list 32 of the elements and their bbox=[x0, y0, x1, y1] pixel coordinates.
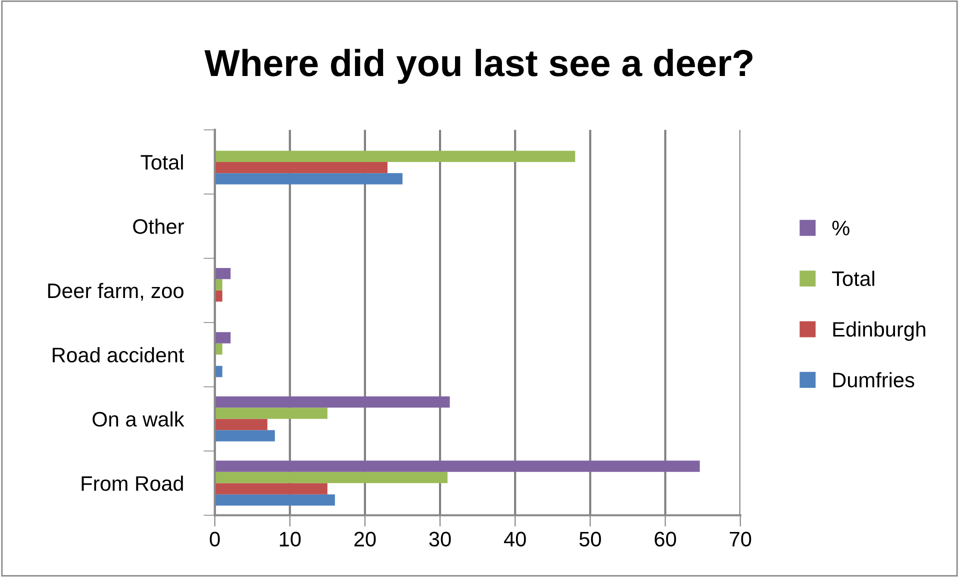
y-tick-label: From Road bbox=[82, 476, 183, 491]
y-tick-label: Total bbox=[140, 154, 183, 170]
x-tick-label: 0 bbox=[210, 532, 220, 547]
y-tick-label: Deer farm, zoo bbox=[48, 282, 184, 301]
x-tick-label: 20 bbox=[354, 532, 376, 547]
bar bbox=[214, 418, 268, 430]
legend-label: % bbox=[832, 220, 850, 236]
bar bbox=[214, 494, 335, 506]
bar bbox=[214, 173, 403, 184]
y-tick-label: On a walk bbox=[92, 411, 184, 427]
x-tick-label: 70 bbox=[730, 532, 752, 547]
bar bbox=[214, 472, 448, 484]
bar bbox=[214, 483, 328, 494]
x-tick-label: 60 bbox=[654, 532, 676, 547]
bar bbox=[214, 268, 231, 280]
bar bbox=[214, 150, 576, 162]
y-tick-label: Road accident bbox=[52, 347, 184, 362]
legend-label: Dumfries bbox=[833, 372, 914, 388]
x-tick-label: 50 bbox=[579, 532, 601, 547]
legend-label: Total bbox=[832, 270, 874, 286]
chart-title: Where did you last see a deer? bbox=[204, 48, 752, 84]
bar bbox=[214, 396, 450, 408]
x-tick-label: 40 bbox=[504, 532, 526, 547]
y-tick-label: Other bbox=[133, 218, 184, 234]
legend-label: Edinburgh bbox=[833, 321, 926, 341]
bar bbox=[214, 460, 700, 472]
x-tick-label: 10 bbox=[280, 532, 301, 547]
bar bbox=[214, 430, 275, 442]
bar bbox=[214, 408, 328, 419]
x-tick-label: 30 bbox=[429, 532, 451, 547]
bar bbox=[214, 162, 388, 174]
bar bbox=[214, 332, 231, 344]
